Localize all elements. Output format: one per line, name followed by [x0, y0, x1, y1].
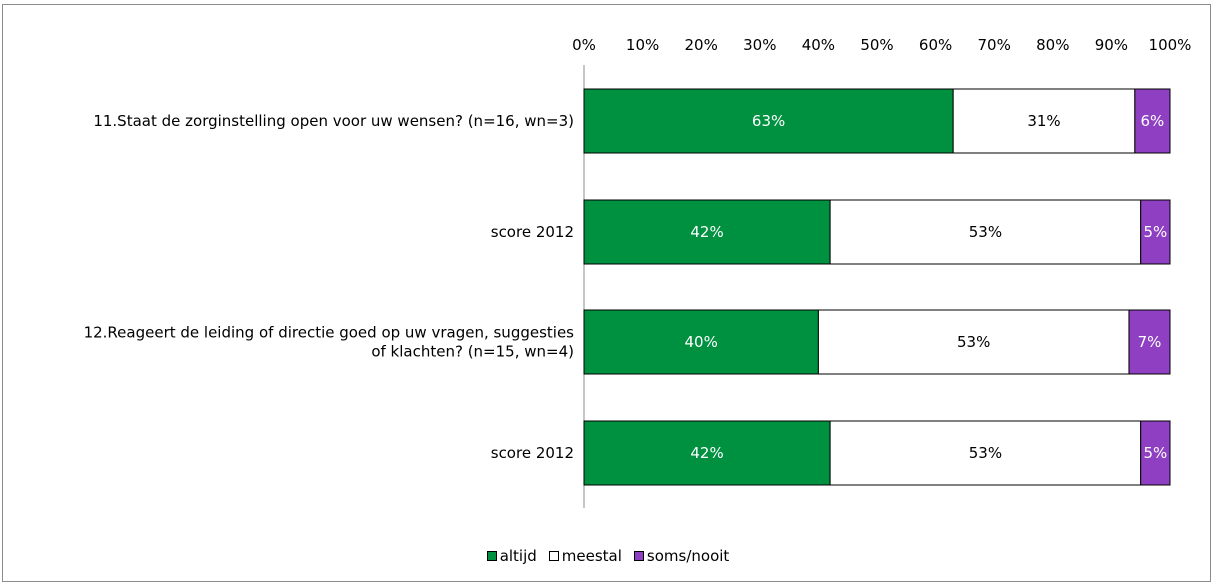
legend-swatch — [548, 551, 559, 561]
legend-item: soms/nooit — [633, 547, 730, 565]
bar-value-label: 40% — [685, 333, 718, 351]
x-axis-ticks: 0% 10% 20% 30% 40% 50% 60% 70% 80% 90% 100% — [572, 36, 1191, 54]
bar-value-label: 6% — [1141, 112, 1165, 130]
legend-label: altijd — [499, 547, 537, 565]
legend-label: meestal — [561, 547, 622, 565]
x-tick-label: 60% — [919, 36, 952, 54]
category-label: 12.Reageert de leiding of directie goed … — [84, 324, 575, 361]
bar-segment — [952, 88, 1136, 154]
legend: altijd meestal soms/nooit — [0, 547, 1216, 565]
bar-value-label: 53% — [969, 444, 1002, 462]
bar-segment — [1134, 88, 1171, 154]
legend-item: meestal — [548, 547, 622, 565]
bar-value-label: 5% — [1143, 444, 1167, 462]
bar-segment — [1140, 199, 1171, 265]
x-tick-label: 10% — [626, 36, 659, 54]
legend-swatch — [633, 551, 644, 561]
bar-value-label: 63% — [752, 112, 785, 130]
x-tick-label: 90% — [1095, 36, 1128, 54]
x-tick-label: 100% — [1149, 36, 1192, 54]
bar-segment — [817, 309, 1130, 375]
bar-segment — [829, 420, 1142, 486]
category-label: score 2012 — [491, 223, 574, 241]
bar-value-label: 42% — [690, 444, 723, 462]
bar-value-label: 53% — [957, 333, 990, 351]
bars: 63% 31% 6% 42% 53% 5% 40% 53% 7% 42% 53% 5% — [583, 88, 1171, 486]
x-tick-label: 20% — [685, 36, 718, 54]
bar-value-label: 31% — [1027, 112, 1060, 130]
category-labels: 11.Staat de zorginstelling open voor uw … — [84, 112, 575, 462]
x-tick-label: 30% — [743, 36, 776, 54]
bar-value-label: 5% — [1143, 223, 1167, 241]
x-tick-label: 70% — [978, 36, 1011, 54]
legend-item: altijd — [486, 547, 537, 565]
bar-segment — [829, 199, 1142, 265]
category-label: 11.Staat de zorginstelling open voor uw … — [93, 112, 574, 130]
bar-segment — [1128, 309, 1171, 375]
x-tick-label: 40% — [802, 36, 835, 54]
bar-value-label: 42% — [690, 223, 723, 241]
legend-swatch — [486, 551, 497, 561]
bar-value-label: 53% — [969, 223, 1002, 241]
bar-segment — [583, 88, 954, 154]
bar-segment — [583, 420, 831, 486]
bar-value-label: 7% — [1138, 333, 1162, 351]
x-tick-label: 80% — [1036, 36, 1069, 54]
category-label: score 2012 — [491, 444, 574, 462]
x-tick-label: 50% — [860, 36, 893, 54]
bar-segment — [1140, 420, 1171, 486]
legend-label: soms/nooit — [646, 547, 730, 565]
x-tick-label: 0% — [572, 36, 596, 54]
bar-segment — [583, 309, 819, 375]
